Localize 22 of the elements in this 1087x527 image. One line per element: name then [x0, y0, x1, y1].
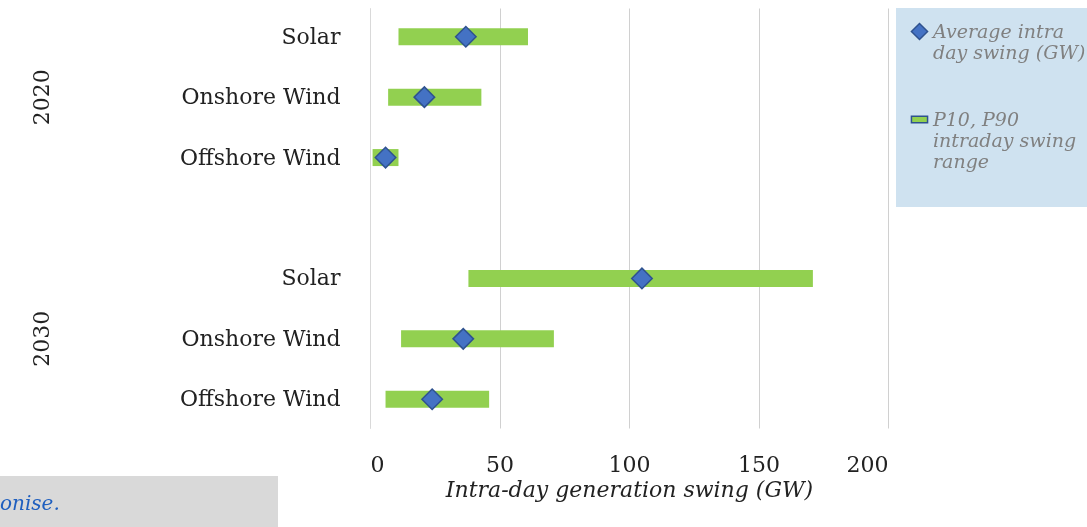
text: 2020: [29, 69, 54, 126]
x-tick-label: 150: [738, 451, 780, 477]
y-tick-label: Solar: [281, 23, 341, 49]
point: [421, 388, 444, 411]
x-tick-label: 200: [846, 451, 889, 477]
y-tick-label: Solar: [281, 265, 341, 291]
text: 2030: [29, 310, 54, 367]
y-tick-label: Onshore Wind: [181, 325, 341, 351]
point: [630, 267, 653, 290]
x-tick-label: 100: [608, 451, 651, 477]
y-tick-label: Offshore Wind: [180, 144, 341, 170]
point: [413, 86, 436, 109]
y-tick-label: Offshore Wind: [180, 386, 341, 412]
point: [452, 327, 475, 350]
text: onise.: [0, 491, 60, 515]
x-tick-label: 0: [370, 451, 385, 477]
x-axis-title: Intra-day generation swing (GW): [444, 476, 814, 502]
y-tick-label: Onshore Wind: [181, 84, 341, 110]
point: [454, 25, 477, 48]
legend-label: P10, P90 intraday swing range: [932, 107, 1077, 172]
x-tick-label: 50: [486, 451, 514, 477]
legend-label: Average intra day swing (GW): [931, 19, 1086, 63]
